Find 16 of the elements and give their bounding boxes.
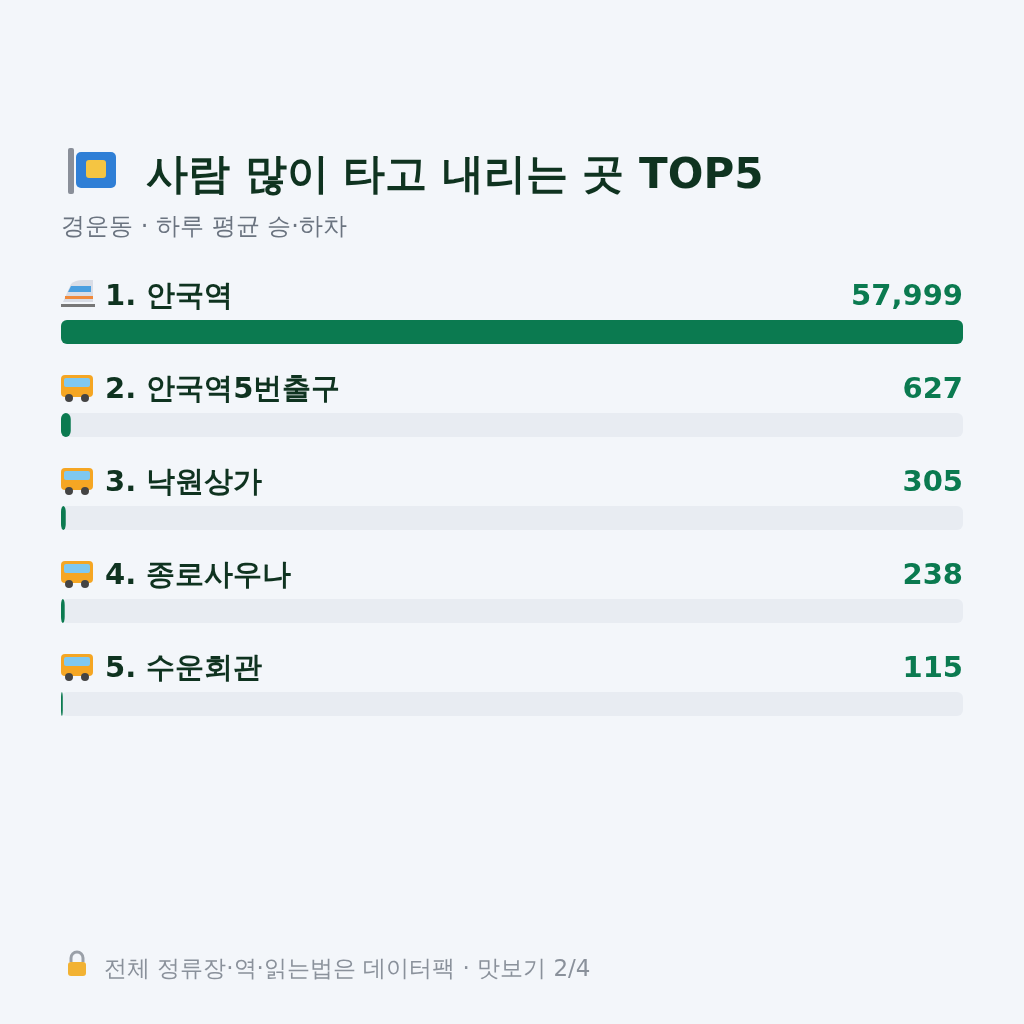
chart-title: 사람 많이 타고 내리는 곳 TOP5 <box>146 149 764 198</box>
bar <box>61 413 71 437</box>
bar <box>61 599 65 623</box>
y-tick-label: 4. 종로사우나 <box>105 557 292 591</box>
y-tick-label: 3. 낙원상가 <box>105 464 263 498</box>
data-label: 238 <box>902 557 963 591</box>
y-tick-label: 2. 안국역5번출구 <box>105 371 341 405</box>
data-label: 57,999 <box>851 278 963 312</box>
data-label: 627 <box>902 371 963 405</box>
data-label: 305 <box>902 464 963 498</box>
data-label: 115 <box>902 650 963 684</box>
text: 전체 정류장·역·읽는법은 데이터팩 · 맛보기 2/4 <box>104 955 591 981</box>
chart-subtitle: 경운동 · 하루 평균 승·하차 <box>61 212 347 240</box>
y-tick-label: 1. 안국역 <box>105 278 234 312</box>
y-tick-label: 5. 수운회관 <box>105 650 263 684</box>
bar <box>61 506 66 530</box>
